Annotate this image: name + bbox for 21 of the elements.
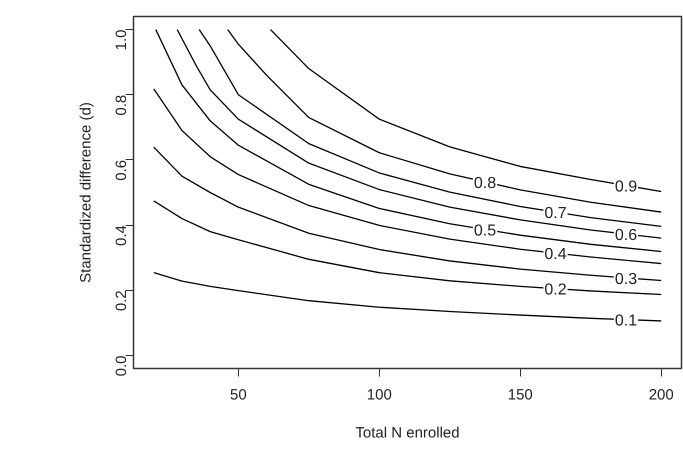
y-tick-label: 0.4	[113, 225, 130, 246]
series-label: 0.1	[614, 312, 638, 330]
series-label: 0.6	[614, 227, 638, 244]
x-tick-label: 100	[366, 386, 392, 404]
series-label: 0.7	[544, 205, 567, 222]
x-tick-label: 150	[508, 386, 533, 404]
y-tick-label: 0.0	[113, 355, 130, 376]
y-tick-label: 0.6	[113, 160, 130, 181]
series-label: 0.3	[614, 270, 638, 288]
y-tick-label: 0.8	[113, 94, 130, 116]
x-axis-title: Total N enrolled	[355, 424, 460, 442]
y-tick-label: 0.2	[113, 290, 130, 312]
series-label: 0.5	[474, 222, 496, 240]
series-label: 0.8	[474, 174, 496, 192]
x-tick-label: 50	[230, 386, 247, 404]
y-axis-title: Standardized difference (d)	[78, 102, 94, 283]
series-label: 0.2	[544, 282, 567, 299]
y-tick-label: 1.0	[113, 30, 130, 50]
series-label: 0.9	[614, 178, 638, 196]
x-tick-label: 200	[648, 386, 674, 404]
series-label: 0.4	[544, 246, 567, 264]
